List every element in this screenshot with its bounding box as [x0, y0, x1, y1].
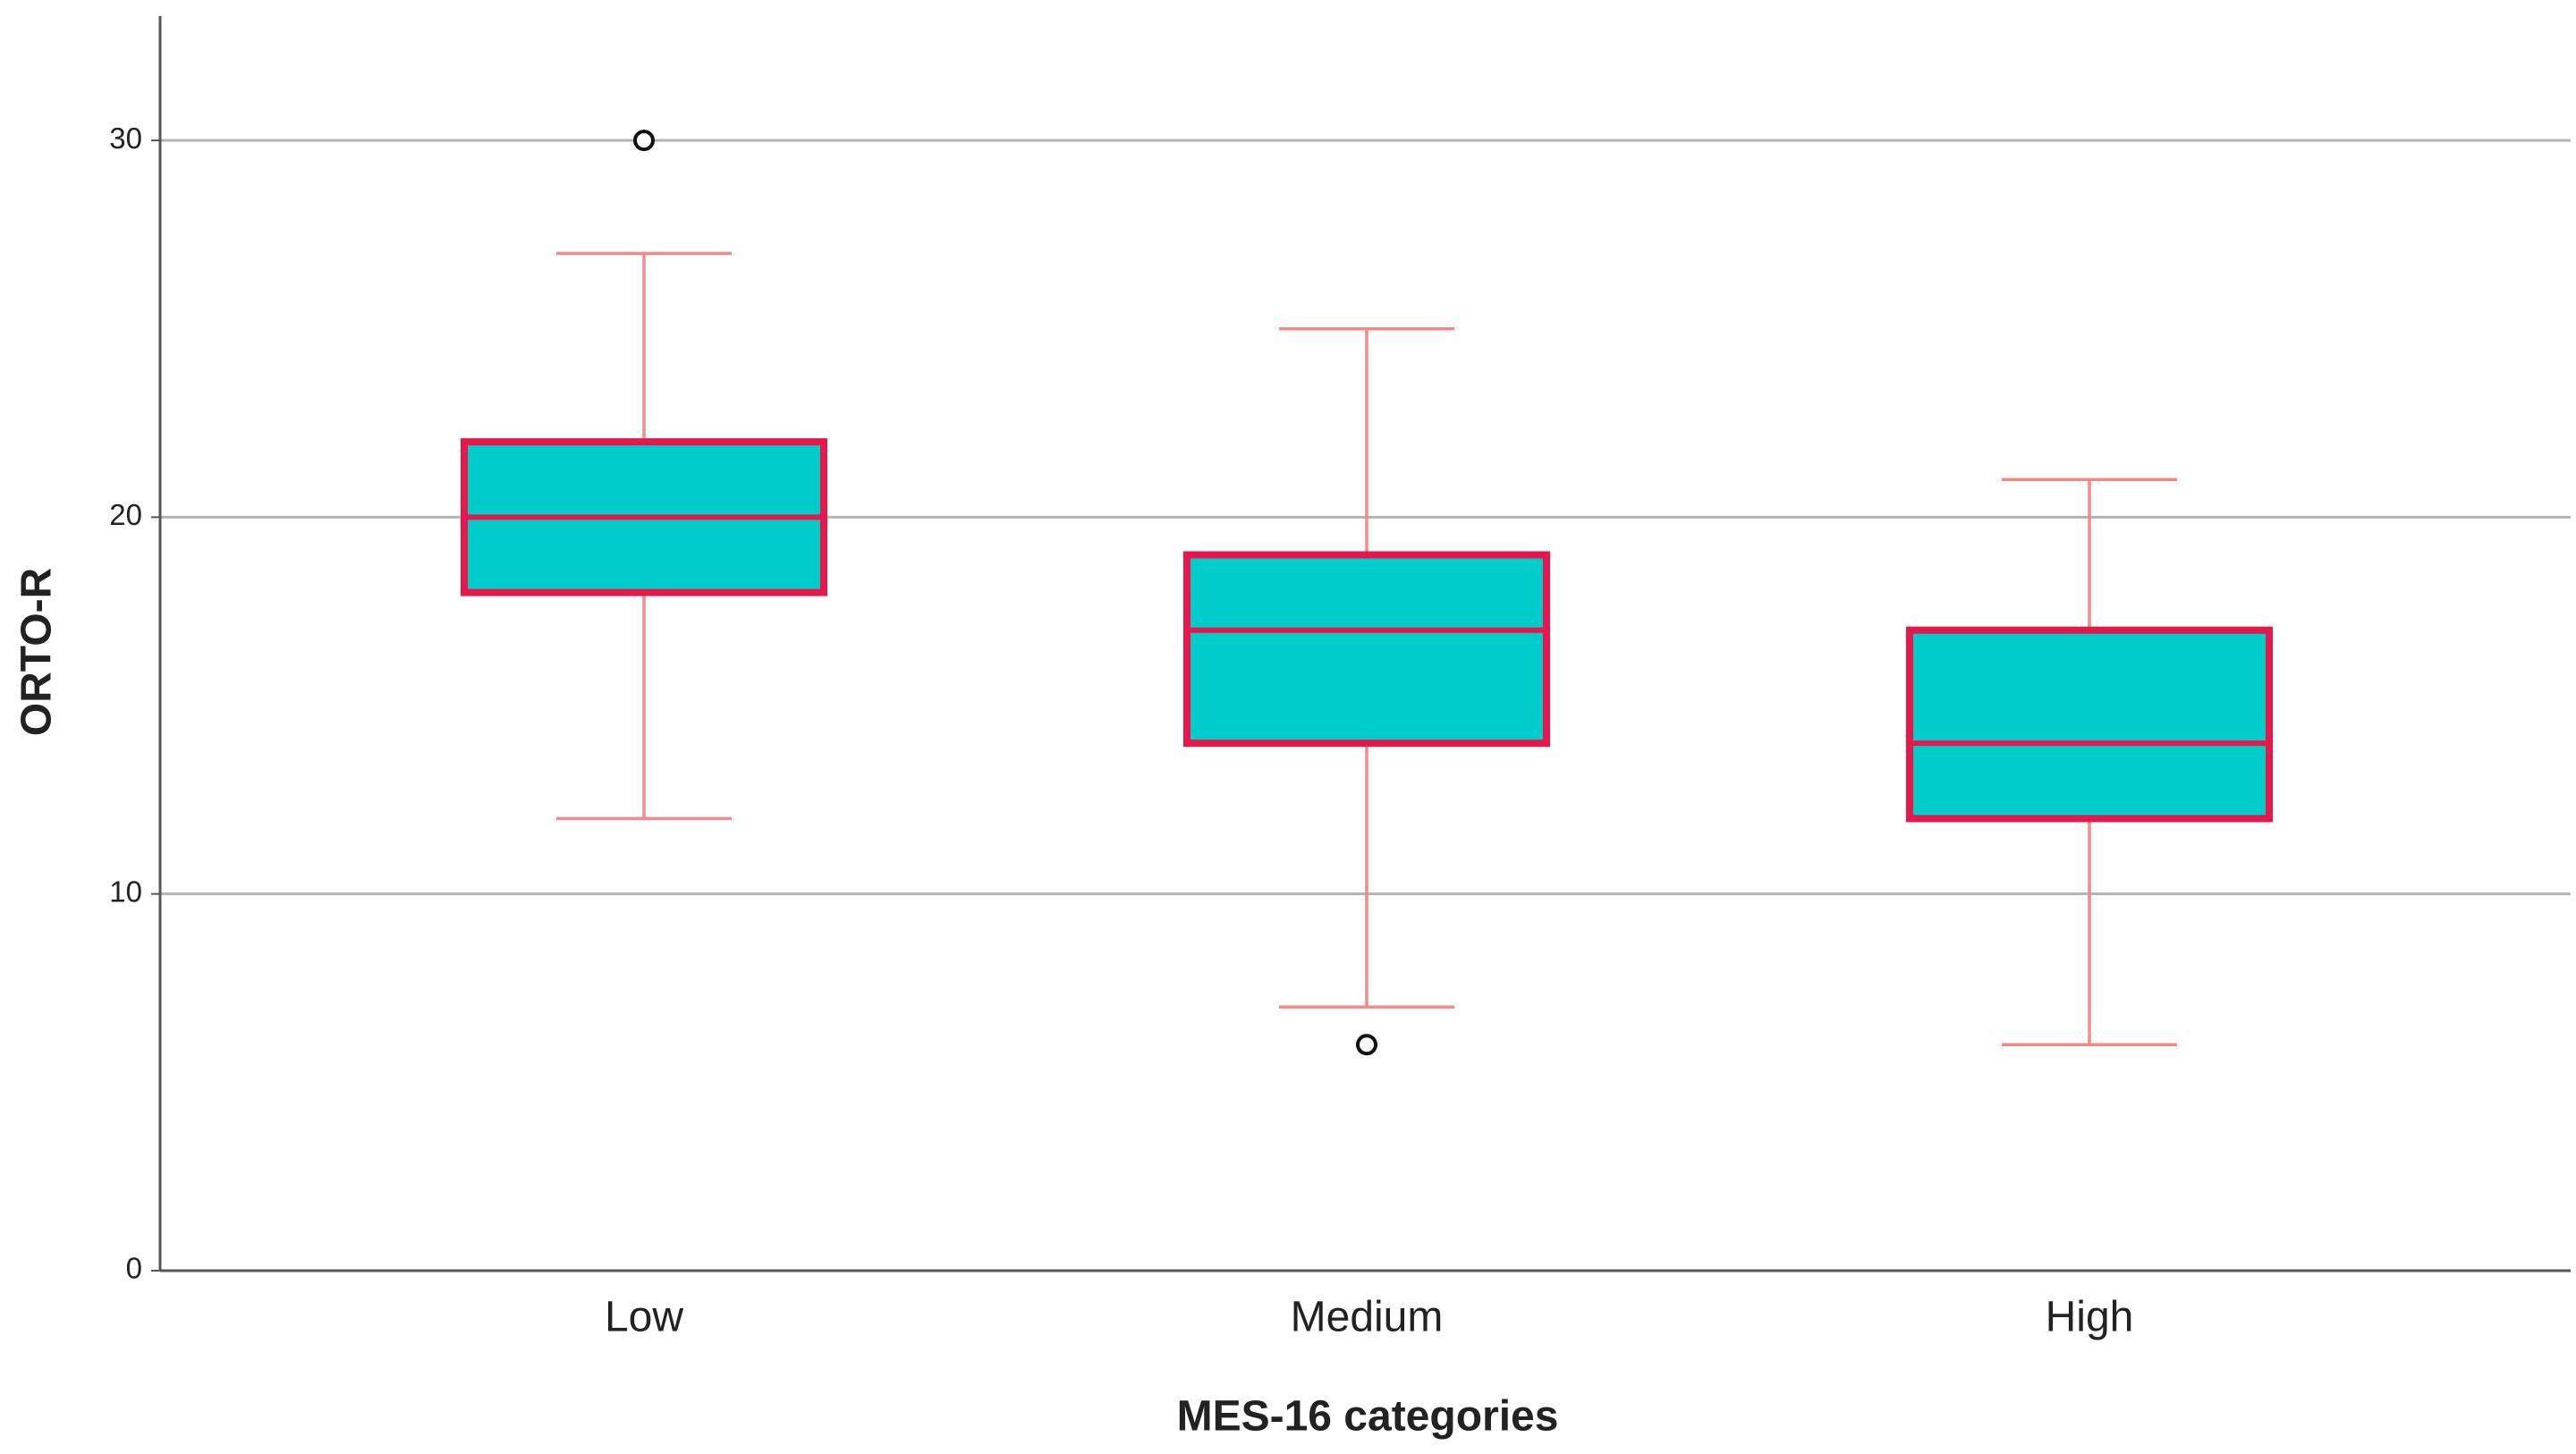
x-axis-title: MES-16 categories — [1177, 1393, 1559, 1441]
outlier — [633, 130, 655, 152]
box — [1906, 626, 2273, 823]
y-axis-title: ORTO-R — [13, 568, 61, 736]
x-tick-label: Medium — [1291, 1294, 1444, 1341]
y-tick-label: 20 — [109, 498, 142, 531]
y-tick-label: 10 — [109, 875, 142, 908]
box — [1183, 551, 1550, 748]
x-tick-label: High — [2046, 1294, 2134, 1341]
y-tick-label: 0 — [126, 1252, 142, 1285]
x-tick-label: Low — [605, 1294, 683, 1341]
y-tick-label: 30 — [109, 122, 142, 155]
outlier — [1356, 1034, 1377, 1056]
